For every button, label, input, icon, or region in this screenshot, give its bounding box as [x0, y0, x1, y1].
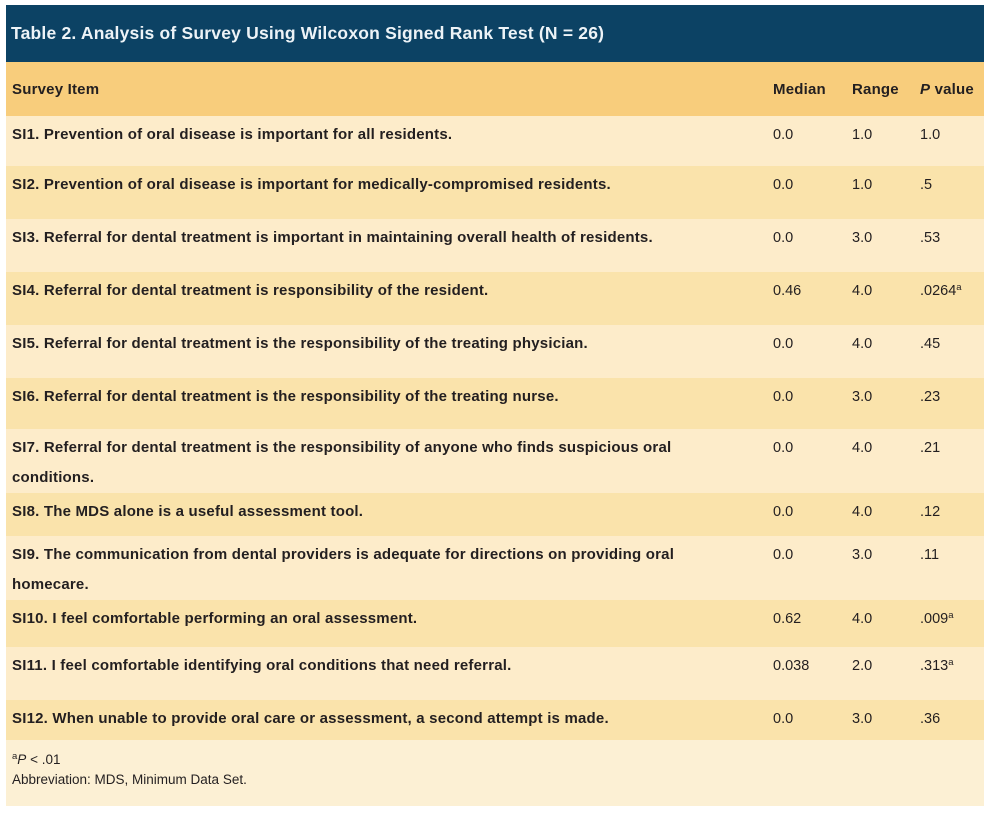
median-cell: 0.46 [773, 283, 802, 299]
footnote-threshold: < .01 [26, 752, 61, 767]
survey-item-cell: SI6. Referral for dental treatment is th… [12, 388, 559, 405]
range-cell: 4.0 [852, 336, 873, 352]
column-header-survey-item: Survey Item [12, 80, 100, 98]
median-cell: 0.62 [773, 611, 802, 627]
median-cell: 0.0 [773, 504, 794, 520]
footnote-italic-p: P [17, 752, 27, 767]
survey-item-cell: SI5. Referral for dental treatment is th… [12, 335, 588, 352]
p-value-cell: .23 [920, 389, 941, 405]
column-header-range: Range [852, 80, 899, 98]
range-cell: 4.0 [852, 283, 873, 299]
column-header-median: Median [773, 80, 826, 98]
p-value-cell: .45 [920, 336, 941, 352]
column-header-row: Survey Item Median Range P value [6, 62, 984, 116]
range-cell: 2.0 [852, 658, 873, 674]
table-row: SI5. Referral for dental treatment is th… [6, 325, 984, 378]
significance-footnote: aP < .01 [12, 750, 984, 770]
significance-superscript: a [956, 282, 962, 293]
table-row: SI7. Referral for dental treatment is th… [6, 429, 984, 493]
survey-item-cell: SI8. The MDS alone is a useful assessmen… [12, 503, 364, 520]
median-cell: 0.038 [773, 658, 810, 674]
p-value-cell: .5 [920, 177, 933, 193]
table-row: SI12. When unable to provide oral care o… [6, 700, 984, 740]
range-cell: 4.0 [852, 440, 873, 456]
survey-item-cell: SI1. Prevention of oral disease is impor… [12, 126, 453, 143]
range-cell: 4.0 [852, 611, 873, 627]
table-row: SI8. The MDS alone is a useful assessmen… [6, 493, 984, 536]
p-value-cell: 1.0 [920, 127, 941, 143]
survey-item-cell: SI2. Prevention of oral disease is impor… [12, 176, 611, 193]
p-value-cell: .0264a [920, 282, 962, 299]
table-footnotes: aP < .01 Abbreviation: MDS, Minimum Data… [6, 740, 984, 806]
significance-superscript: a [948, 610, 954, 621]
median-cell: 0.0 [773, 230, 794, 246]
p-value-label-rest: value [930, 80, 974, 98]
survey-item-cell: SI4. Referral for dental treatment is re… [12, 282, 489, 299]
range-cell: 3.0 [852, 230, 873, 246]
results-table: Table 2. Analysis of Survey Using Wilcox… [6, 5, 984, 806]
table-row: SI2. Prevention of oral disease is impor… [6, 166, 984, 219]
p-value-cell: .313a [920, 657, 954, 674]
abbreviation-footnote: Abbreviation: MDS, Minimum Data Set. [12, 772, 247, 787]
p-value-cell: .36 [920, 711, 941, 727]
median-cell: 0.0 [773, 127, 794, 143]
median-cell: 0.0 [773, 177, 794, 193]
survey-item-cell: SI3. Referral for dental treatment is im… [12, 229, 653, 246]
median-cell: 0.0 [773, 440, 794, 456]
survey-item-cell: SI7. Referral for dental treatment is th… [12, 439, 672, 486]
column-header-p-value: P value [920, 81, 984, 98]
table-row: SI3. Referral for dental treatment is im… [6, 219, 984, 272]
table-row: SI10. I feel comfortable performing an o… [6, 600, 984, 647]
range-cell: 4.0 [852, 504, 873, 520]
range-cell: 3.0 [852, 389, 873, 405]
significance-superscript: a [948, 657, 954, 668]
survey-item-cell: SI9. The communication from dental provi… [12, 546, 675, 593]
survey-item-cell: SI11. I feel comfortable identifying ora… [12, 657, 512, 674]
median-cell: 0.0 [773, 336, 794, 352]
table-row: SI9. The communication from dental provi… [6, 536, 984, 600]
survey-item-cell: SI10. I feel comfortable performing an o… [12, 610, 418, 627]
p-value-cell: .009a [920, 610, 954, 627]
median-cell: 0.0 [773, 547, 794, 563]
range-cell: 1.0 [852, 177, 873, 193]
footnote-superscript-a: a [12, 751, 18, 762]
median-cell: 0.0 [773, 389, 794, 405]
table-row: SI6. Referral for dental treatment is th… [6, 378, 984, 429]
median-cell: 0.0 [773, 711, 794, 727]
table-title-bar: Table 2. Analysis of Survey Using Wilcox… [6, 5, 984, 62]
p-value-cell: .21 [920, 440, 941, 456]
range-cell: 3.0 [852, 547, 873, 563]
p-value-cell: .11 [920, 547, 940, 563]
survey-item-cell: SI12. When unable to provide oral care o… [12, 710, 609, 727]
range-cell: 1.0 [852, 127, 873, 143]
p-value-cell: .53 [920, 230, 941, 246]
table-row: SI1. Prevention of oral disease is impor… [6, 116, 984, 166]
p-value-italic-p: P [920, 80, 931, 98]
p-value-cell: .12 [920, 504, 941, 520]
range-cell: 3.0 [852, 711, 873, 727]
table-body: SI1. Prevention of oral disease is impor… [6, 116, 984, 740]
table-row: SI4. Referral for dental treatment is re… [6, 272, 984, 325]
table-title: Table 2. Analysis of Survey Using Wilcox… [11, 23, 605, 43]
table-row: SI11. I feel comfortable identifying ora… [6, 647, 984, 700]
